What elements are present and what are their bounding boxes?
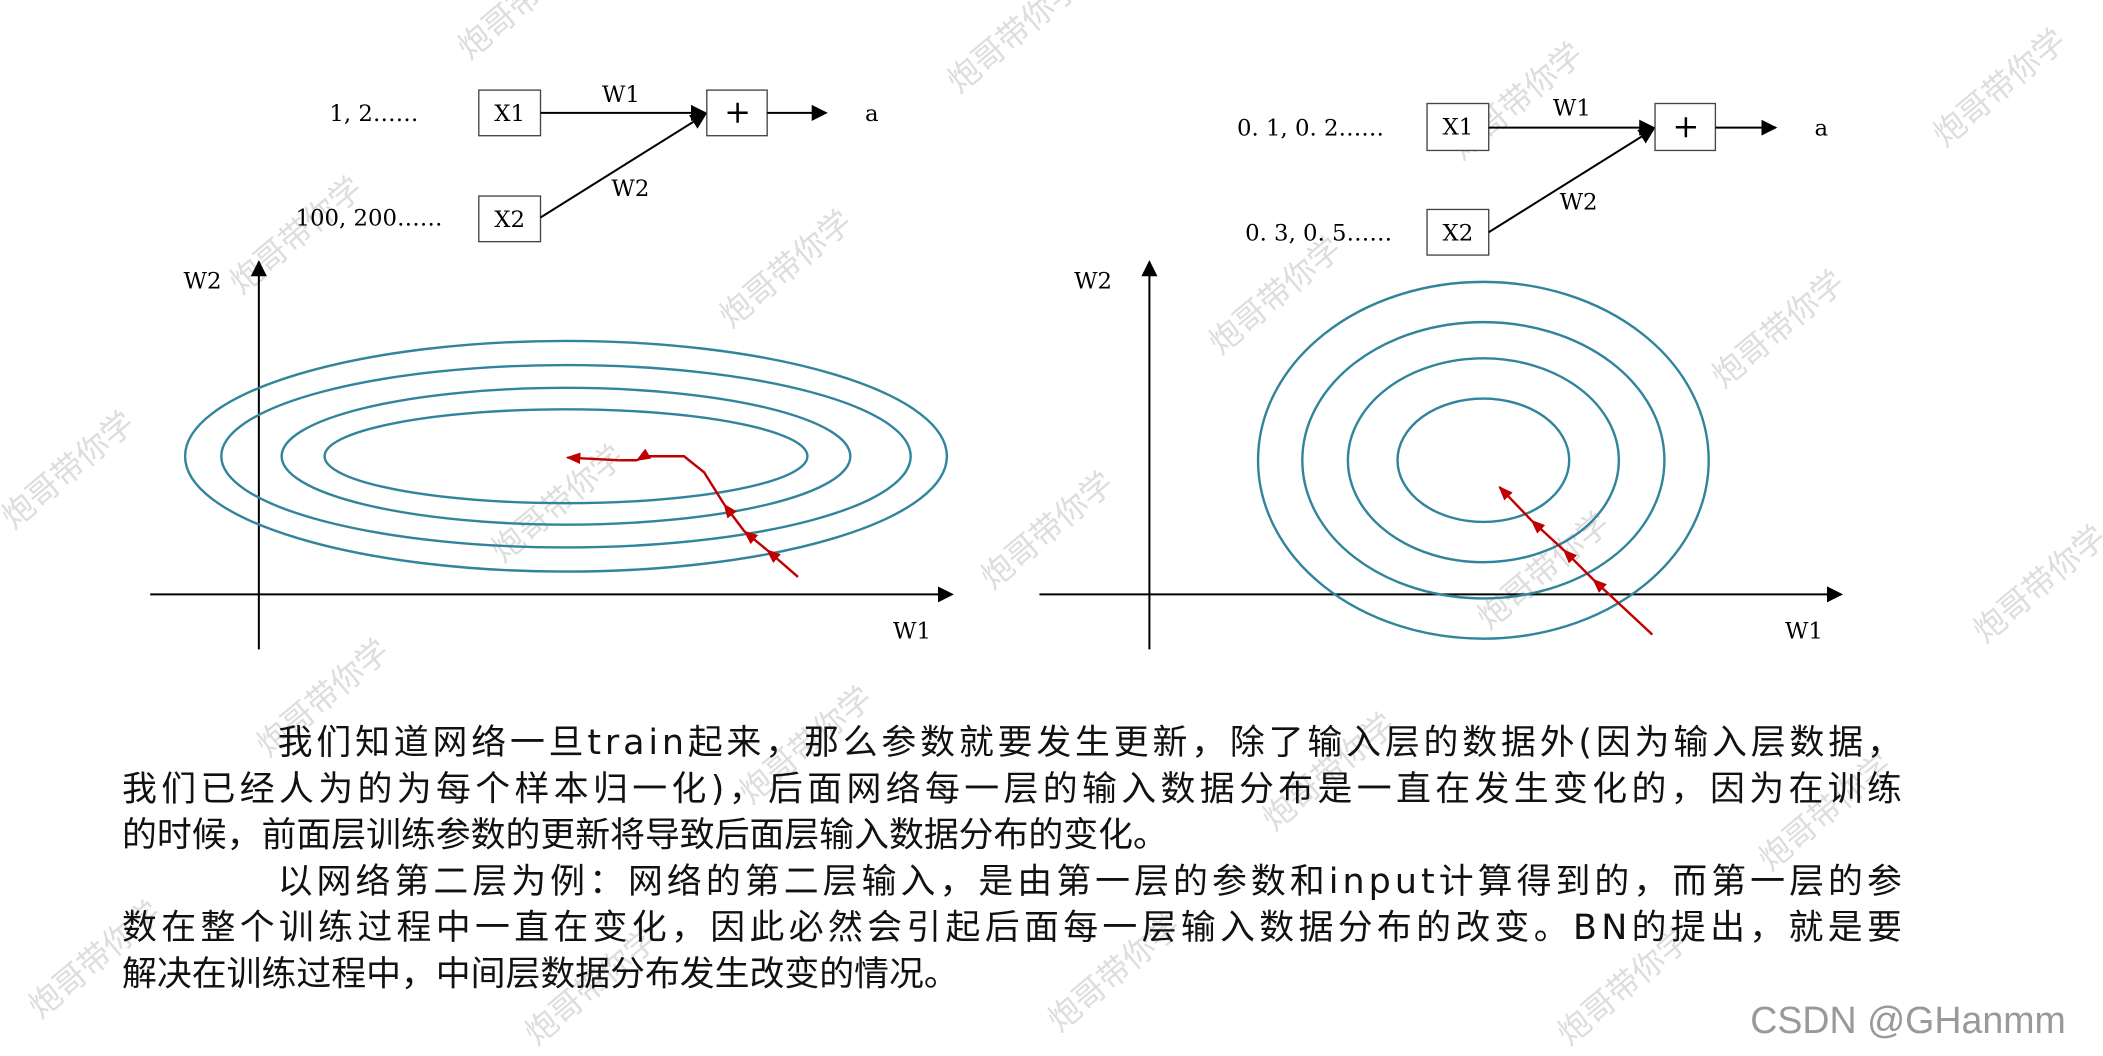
paragraph-line: 我们已经人为的为每个样本归一化)，后面网络每一层的输入数据分布是一直在发生变化的… bbox=[122, 769, 1902, 809]
weight-label: W2 bbox=[1560, 189, 1598, 215]
watermark: 炮哥带你学 bbox=[450, 0, 598, 67]
footer-credit: CSDN @GHanmm bbox=[1750, 999, 2066, 1041]
node-box bbox=[1426, 102, 1490, 152]
diagram-right: 0. 1, 0. 2…… X1 0. 3, 0. 5…… X2 W1 W2 + … bbox=[1039, 96, 1844, 650]
node-label: X1 bbox=[1443, 114, 1474, 140]
axis-label: W1 bbox=[893, 619, 931, 645]
weight-label: W1 bbox=[602, 82, 640, 108]
input-values: 0. 1, 0. 2…… bbox=[1237, 116, 1384, 142]
watermark: 炮哥带你学 bbox=[1751, 746, 1899, 879]
axis-label: W2 bbox=[1074, 269, 1112, 295]
watermark: 炮哥带你学 bbox=[1201, 229, 1349, 362]
sum-label: + bbox=[724, 92, 751, 130]
sum-label: + bbox=[1672, 107, 1699, 145]
input-values: 1, 2…… bbox=[329, 101, 418, 127]
watermark: 炮哥带你学 bbox=[1704, 263, 1852, 396]
paragraph-line: 数在整个训练过程中一直在变化，因此必然会引起后面每一层输入数据分布的改变。BN的… bbox=[122, 908, 1902, 948]
contours bbox=[183, 339, 949, 573]
watermark: 炮哥带你学 bbox=[973, 464, 1121, 597]
paragraph-line: 以网络第二层为例：网络的第二层输入，是由第一层的参数和input计算得到的，而第… bbox=[278, 862, 1902, 902]
watermark: 炮哥带你学 bbox=[222, 169, 370, 302]
input-values: 0. 3, 0. 5…… bbox=[1245, 220, 1392, 246]
node-label: X1 bbox=[494, 101, 525, 127]
descent-path bbox=[565, 448, 799, 578]
paragraph-line: 的时候，前面层训练参数的更新将导致后面层输入数据分布的变化。 bbox=[122, 816, 1168, 856]
sum-box bbox=[706, 89, 768, 137]
diagram-left: 1, 2…… X1 100, 200…… X2 W1 W2 + a W2 W1 bbox=[150, 82, 954, 650]
axis-label: W1 bbox=[1785, 619, 1823, 645]
weight-label: W1 bbox=[1553, 96, 1591, 122]
node-label: X2 bbox=[494, 207, 525, 233]
descent-path bbox=[1498, 486, 1654, 636]
paragraph-line: 我们知道网络一旦train起来，那么参数就要发生更新，除了输入层的数据外(因为输… bbox=[278, 723, 1902, 763]
watermark: 炮哥带你学 bbox=[0, 404, 142, 537]
edge bbox=[539, 113, 707, 219]
weight-label: W2 bbox=[611, 176, 649, 202]
watermark: 炮哥带你学 bbox=[1925, 21, 2073, 154]
input-values: 100, 200…… bbox=[295, 206, 442, 232]
node-label: X2 bbox=[1443, 220, 1474, 246]
paragraph-line: 解决在训练过程中，中间层数据分布发生改变的情况。 bbox=[122, 954, 959, 994]
output-label: a bbox=[865, 101, 879, 127]
watermark: 炮哥带你学 bbox=[712, 202, 860, 335]
sum-box bbox=[1654, 102, 1717, 152]
watermark: 炮哥带你学 bbox=[940, 0, 1088, 100]
axis-label: W2 bbox=[184, 269, 222, 295]
node-box bbox=[1426, 208, 1490, 256]
node-box bbox=[478, 195, 542, 243]
watermark: 炮哥带你学 bbox=[1966, 518, 2103, 651]
edge bbox=[1488, 128, 1656, 234]
output-label: a bbox=[1815, 116, 1829, 142]
contours bbox=[1256, 280, 1710, 640]
